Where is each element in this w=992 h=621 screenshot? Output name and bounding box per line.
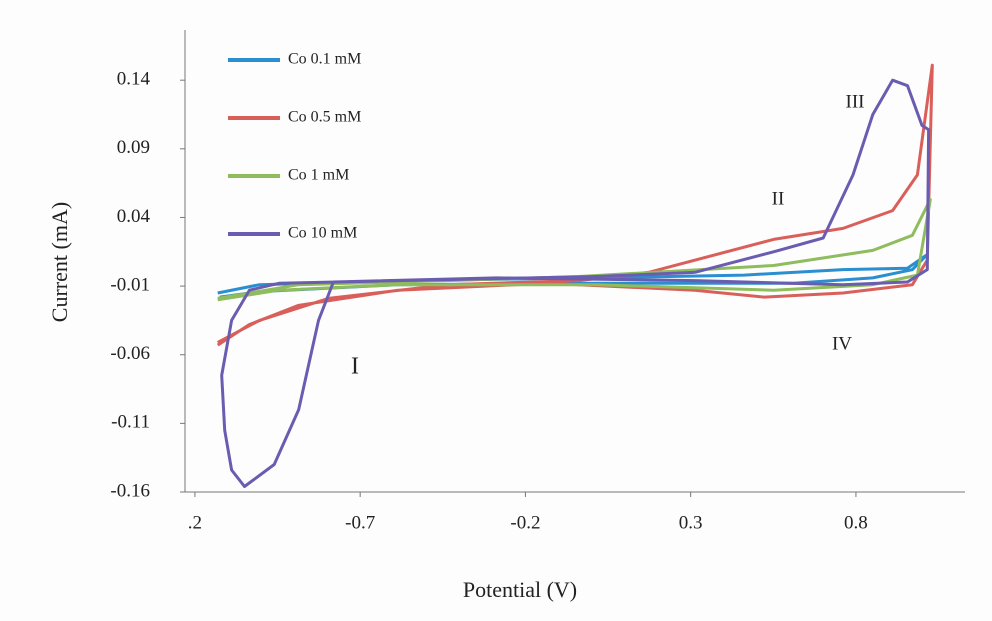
legend-label: Co 0.1 mM: [288, 51, 361, 68]
x-tick-label: 0.8: [844, 512, 868, 533]
y-tick-label: 0.04: [117, 206, 151, 227]
x-tick-label: 0.3: [679, 512, 703, 533]
annotation: II: [772, 188, 785, 209]
series-line: [220, 78, 931, 488]
legend-label: Co 10 mM: [288, 225, 357, 242]
x-tick-label: -0.7: [345, 512, 375, 533]
y-tick-label: 0.09: [117, 137, 150, 158]
legend-label: Co 1 mM: [288, 167, 349, 184]
x-tick-label: .2: [188, 512, 202, 533]
x-axis-title: Potential (V): [463, 577, 577, 602]
y-axis-title: Current (mA): [47, 202, 72, 322]
y-tick-label: -0.06: [110, 343, 150, 364]
legend-label: Co 0.5 mM: [288, 109, 361, 126]
y-tick-label: 0.14: [117, 69, 151, 90]
y-tick-label: -0.11: [111, 412, 150, 433]
y-tick-label: -0.16: [110, 480, 150, 501]
annotation: III: [846, 91, 865, 112]
annotation: IV: [832, 333, 852, 354]
y-tick-label: -0.01: [110, 274, 150, 295]
annotation: I: [351, 354, 359, 380]
x-tick-label: -0.2: [510, 512, 540, 533]
